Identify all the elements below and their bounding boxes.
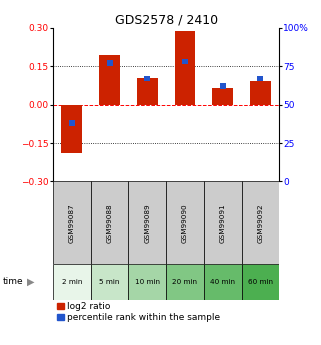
Bar [53,264,91,299]
Text: 5 min: 5 min [100,279,120,285]
Text: GSM99089: GSM99089 [144,203,150,243]
Bar [241,264,279,299]
Bar [241,181,279,264]
Bar [137,78,158,105]
Bar [128,264,166,299]
Bar [91,181,128,264]
Bar [107,60,113,66]
Bar [175,31,195,105]
Bar [61,105,82,153]
Bar [182,59,188,64]
Bar [204,264,241,299]
Text: GSM99091: GSM99091 [220,203,226,243]
Bar [220,83,226,89]
Bar [53,181,91,264]
Text: 10 min: 10 min [135,279,160,285]
Text: 40 min: 40 min [210,279,235,285]
Legend: log2 ratio, percentile rank within the sample: log2 ratio, percentile rank within the s… [57,302,221,323]
Bar [257,76,264,81]
Title: GDS2578 / 2410: GDS2578 / 2410 [115,13,218,27]
Bar [99,55,120,105]
Text: time: time [3,277,24,286]
Text: ▶: ▶ [27,277,34,287]
Text: GSM99087: GSM99087 [69,203,75,243]
Bar [91,264,128,299]
Text: GSM99088: GSM99088 [107,203,113,243]
Text: GSM99092: GSM99092 [257,203,264,243]
Bar [250,81,271,105]
Bar [144,76,150,81]
Bar [212,88,233,105]
Bar [128,181,166,264]
Text: GSM99090: GSM99090 [182,203,188,243]
Text: 2 min: 2 min [62,279,82,285]
Bar [166,181,204,264]
Bar [204,181,241,264]
Bar [69,120,75,126]
Bar [166,264,204,299]
Text: 20 min: 20 min [172,279,197,285]
Text: 60 min: 60 min [248,279,273,285]
